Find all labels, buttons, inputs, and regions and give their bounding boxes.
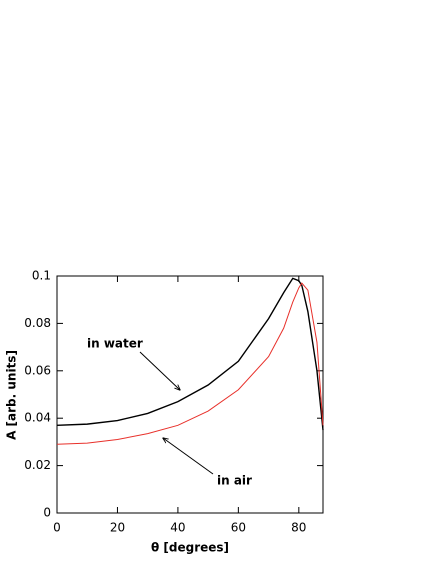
data-line <box>56 282 324 445</box>
y-tick-label: 0.1 <box>32 269 51 283</box>
x-tick-label: 60 <box>231 521 246 535</box>
y-axis-label: A [arb. units] <box>5 350 19 440</box>
plot-frame <box>56 275 324 514</box>
y-tick-label: 0.04 <box>24 411 51 425</box>
y-tick-label: 0 <box>43 506 51 520</box>
x-axis-label: θ [degrees] <box>151 541 229 555</box>
x-tick-label: 0 <box>53 521 61 535</box>
x-tick-label: 40 <box>170 521 185 535</box>
annotation: in air <box>217 474 252 488</box>
y-tick-label: 0.06 <box>24 363 51 377</box>
data-line <box>56 277 324 431</box>
annotation: in water <box>87 337 143 351</box>
y-tick-label: 0.08 <box>24 316 51 330</box>
x-tick-label: 80 <box>291 521 306 535</box>
y-tick-label: 0.02 <box>24 458 51 472</box>
annotation-arrow <box>163 438 214 475</box>
annotation-arrow <box>139 351 180 390</box>
x-tick-label: 20 <box>110 521 125 535</box>
